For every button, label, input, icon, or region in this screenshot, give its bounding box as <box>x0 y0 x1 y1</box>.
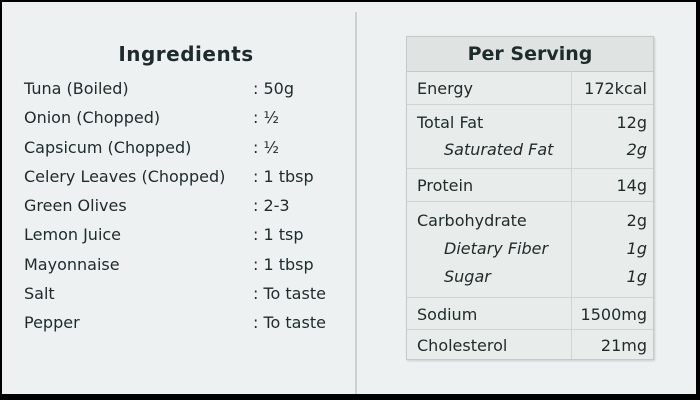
nutrition-group-protein: Protein 14g <box>407 169 653 202</box>
ingredient-row: Mayonnaise : 1 tbsp <box>24 251 344 280</box>
recipe-slide: Ingredients Tuna (Boiled) : 50g Onion (C… <box>2 2 696 394</box>
ingredient-quantity: : To taste <box>253 284 326 304</box>
ingredient-name: Pepper <box>24 313 80 333</box>
nutrition-row-sugar: Sugar 1g <box>407 262 653 290</box>
ingredient-quantity: : 1 tbsp <box>253 254 314 274</box>
nutrition-row-saturated-fat: Saturated Fat 2g <box>407 135 653 163</box>
nutrition-label: Sodium <box>417 305 478 324</box>
ingredient-name: Celery Leaves (Chopped) <box>24 166 226 186</box>
ingredient-name: Mayonnaise <box>24 254 120 274</box>
nutrition-label: Cholesterol <box>417 336 508 355</box>
nutrition-group-carbohydrate: Carbohydrate 2g Dietary Fiber 1g Sugar 1… <box>407 202 653 298</box>
nutrition-value: 2g <box>626 211 647 230</box>
ingredient-quantity: : ½ <box>253 137 279 157</box>
nutrition-label: Carbohydrate <box>417 211 527 230</box>
nutrition-label: Saturated Fat <box>444 140 554 159</box>
nutrition-group-fat: Total Fat 12g Saturated Fat 2g <box>407 105 653 169</box>
ingredient-name: Capsicum (Chopped) <box>24 137 192 157</box>
nutrition-value: 172kcal <box>584 79 647 98</box>
nutrition-label: Protein <box>417 176 474 195</box>
nutrition-row-total-fat: Total Fat 12g <box>407 108 653 136</box>
nutrition-row-carbohydrate: Carbohydrate 2g <box>407 206 653 234</box>
ingredient-quantity: : 1 tsp <box>253 225 304 245</box>
nutrition-value: 21mg <box>600 336 647 355</box>
nutrition-row-protein: Protein 14g <box>407 171 653 199</box>
nutrition-group-sodium: Sodium 1500mg <box>407 298 653 330</box>
nutrition-label: Sugar <box>444 267 491 286</box>
ingredients-list: Tuna (Boiled) : 50g Onion (Chopped) : ½ … <box>24 75 344 339</box>
ingredient-name: Onion (Chopped) <box>24 108 161 128</box>
column-divider <box>355 12 357 394</box>
nutrition-value: 2g <box>626 140 647 159</box>
ingredient-row: Tuna (Boiled) : 50g <box>24 75 344 104</box>
nutrition-column-divider <box>571 71 572 359</box>
ingredient-quantity: : To taste <box>253 313 326 333</box>
nutrition-row-energy: Energy 172kcal <box>407 74 653 102</box>
ingredient-name: Lemon Juice <box>24 225 122 245</box>
ingredient-name: Tuna (Boiled) <box>24 79 129 98</box>
nutrition-value: 14g <box>616 176 647 195</box>
nutrition-row-cholesterol: Cholesterol 21mg <box>407 331 653 359</box>
ingredient-quantity: : 2-3 <box>253 196 290 216</box>
ingredient-quantity: : 1 tbsp <box>253 166 314 186</box>
nutrition-label: Dietary Fiber <box>444 239 549 258</box>
ingredient-quantity: : ½ <box>253 108 279 128</box>
ingredient-name: Salt <box>24 284 55 304</box>
ingredient-row: Onion (Chopped) : ½ <box>24 104 344 133</box>
nutrition-value: 1500mg <box>580 305 647 324</box>
ingredient-row: Pepper : To taste <box>24 309 344 338</box>
nutrition-title: Per Serving <box>407 37 653 72</box>
nutrition-row-sodium: Sodium 1500mg <box>407 300 653 328</box>
nutrition-value: 12g <box>616 113 647 132</box>
ingredient-row: Green Olives : 2-3 <box>24 192 344 221</box>
nutrition-label: Energy <box>417 79 474 98</box>
ingredient-row: Lemon Juice : 1 tsp <box>24 221 344 250</box>
nutrition-table: Per Serving Energy 172kcal Total Fat 12g… <box>406 36 654 360</box>
nutrition-group-energy: Energy 172kcal <box>407 71 653 105</box>
nutrition-group-cholesterol: Cholesterol 21mg <box>407 330 653 359</box>
ingredients-title: Ingredients <box>118 42 254 66</box>
nutrition-row-dietary-fiber: Dietary Fiber 1g <box>407 234 653 262</box>
ingredient-row: Celery Leaves (Chopped) : 1 tbsp <box>24 163 344 192</box>
nutrition-label: Total Fat <box>417 113 484 132</box>
ingredient-name: Green Olives <box>24 196 127 216</box>
ingredient-row: Capsicum (Chopped) : ½ <box>24 134 344 163</box>
ingredient-row: Salt : To taste <box>24 280 344 309</box>
nutrition-value: 1g <box>626 267 647 286</box>
ingredient-quantity: : 50g <box>253 79 294 98</box>
nutrition-value: 1g <box>626 239 647 258</box>
